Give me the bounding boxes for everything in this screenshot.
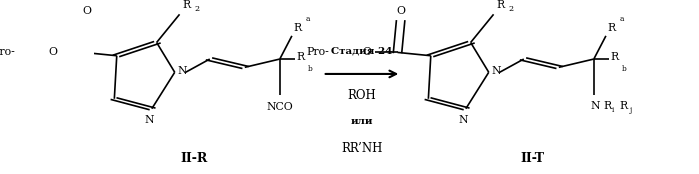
- Text: II-R: II-R: [180, 152, 208, 165]
- Text: N: N: [458, 115, 468, 125]
- Text: b: b: [622, 65, 627, 73]
- Text: R: R: [182, 0, 190, 10]
- Text: i: i: [612, 106, 614, 114]
- Text: 2: 2: [509, 5, 514, 13]
- Text: O: O: [363, 48, 372, 57]
- Text: R: R: [296, 52, 305, 62]
- Text: R: R: [611, 52, 619, 62]
- Text: O: O: [396, 6, 405, 16]
- Text: RR’NH: RR’NH: [341, 142, 382, 155]
- Text: R: R: [496, 0, 504, 10]
- Text: R: R: [620, 101, 628, 111]
- Text: N: N: [144, 115, 154, 125]
- Text: j: j: [630, 106, 633, 114]
- Text: O: O: [48, 48, 57, 57]
- Text: II-T: II-T: [520, 152, 545, 165]
- Text: 2: 2: [194, 5, 200, 13]
- Text: N R: N R: [591, 101, 612, 111]
- Text: Pro-: Pro-: [0, 48, 15, 57]
- Text: Pro-: Pro-: [307, 48, 329, 57]
- Text: ROH: ROH: [347, 89, 376, 102]
- Text: a: a: [619, 15, 624, 23]
- Text: R: R: [294, 23, 302, 33]
- Text: b: b: [308, 65, 313, 73]
- Text: или: или: [351, 117, 373, 126]
- Text: R: R: [607, 23, 616, 33]
- Text: N: N: [491, 66, 500, 76]
- Text: N: N: [178, 66, 187, 76]
- Text: Стадия 24: Стадия 24: [331, 46, 393, 55]
- Text: O: O: [82, 6, 91, 16]
- Text: a: a: [305, 15, 310, 23]
- Text: NCO: NCO: [266, 102, 293, 112]
